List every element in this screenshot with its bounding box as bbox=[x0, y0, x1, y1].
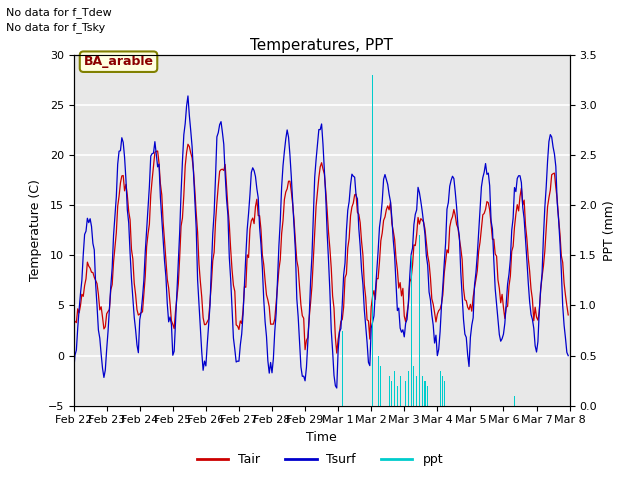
Bar bbox=[416, 375, 417, 406]
Bar bbox=[399, 375, 401, 406]
Bar bbox=[380, 366, 381, 406]
Bar bbox=[391, 381, 392, 406]
Bar bbox=[440, 371, 441, 406]
Bar bbox=[342, 331, 343, 406]
Y-axis label: Temperature (C): Temperature (C) bbox=[29, 180, 42, 281]
X-axis label: Time: Time bbox=[306, 431, 337, 444]
Bar bbox=[408, 371, 409, 406]
Bar bbox=[424, 381, 426, 406]
Bar bbox=[422, 375, 423, 406]
Y-axis label: PPT (mm): PPT (mm) bbox=[603, 200, 616, 261]
Bar bbox=[427, 385, 428, 406]
Bar bbox=[444, 381, 445, 406]
Bar bbox=[372, 75, 373, 406]
Text: No data for f_Tsky: No data for f_Tsky bbox=[6, 22, 106, 33]
Bar bbox=[388, 375, 390, 406]
Bar bbox=[419, 235, 420, 406]
Text: BA_arable: BA_arable bbox=[84, 55, 154, 68]
Bar bbox=[378, 356, 379, 406]
Bar bbox=[405, 381, 406, 406]
Bar bbox=[413, 366, 415, 406]
Bar bbox=[411, 255, 412, 406]
Bar bbox=[397, 385, 398, 406]
Bar bbox=[394, 371, 396, 406]
Bar bbox=[442, 375, 444, 406]
Text: No data for f_Tdew: No data for f_Tdew bbox=[6, 7, 112, 18]
Title: Temperatures, PPT: Temperatures, PPT bbox=[250, 37, 393, 53]
Legend: Tair, Tsurf, ppt: Tair, Tsurf, ppt bbox=[192, 448, 448, 471]
Bar bbox=[514, 396, 515, 406]
